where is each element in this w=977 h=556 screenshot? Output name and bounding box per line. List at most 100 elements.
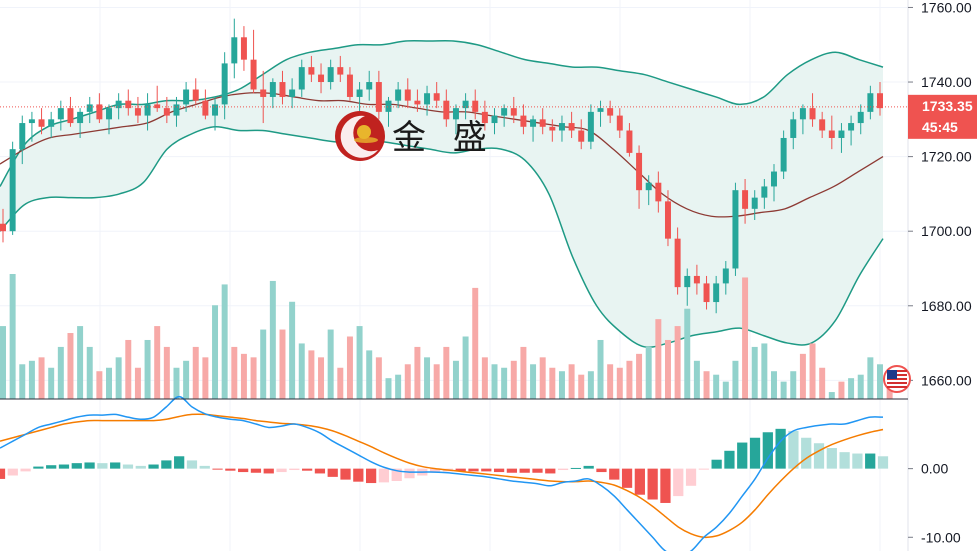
- candle: [212, 96, 219, 131]
- candle: [809, 93, 816, 127]
- candle: [558, 115, 565, 142]
- volume-bar: [655, 319, 662, 399]
- candle-body: [375, 82, 382, 112]
- candle: [221, 52, 228, 120]
- candle-body: [462, 100, 469, 109]
- candle: [106, 104, 112, 135]
- macd-histogram-bar: [468, 468, 479, 472]
- volume-bar: [558, 371, 565, 399]
- candle: [655, 171, 662, 213]
- candle: [848, 115, 855, 146]
- volume-bar: [799, 353, 806, 399]
- macd-histogram-bar: [455, 468, 466, 472]
- candle: [828, 115, 835, 150]
- volume-bar: [86, 346, 93, 399]
- macd-histogram-bar: [33, 466, 44, 469]
- candle-body: [77, 111, 84, 124]
- candle-body: [173, 104, 180, 116]
- candle-body: [626, 130, 633, 153]
- candle: [578, 119, 585, 150]
- candle: [395, 82, 402, 109]
- macd-histogram-bar: [340, 468, 351, 480]
- brand-logo-icon: [335, 111, 385, 161]
- candle-body: [163, 108, 170, 116]
- volume-bar: [48, 367, 55, 399]
- macd-histogram-bar: [250, 468, 262, 473]
- macd-tick-label: 0.00: [921, 461, 948, 477]
- candle: [404, 78, 411, 109]
- volume-bar: [664, 339, 671, 399]
- candle: [57, 100, 64, 131]
- volume-bar: [452, 360, 459, 399]
- candle-body: [134, 108, 141, 116]
- volume-bar: [395, 374, 402, 399]
- volume-bar: [433, 364, 440, 399]
- candle: [636, 145, 643, 209]
- candle-body: [433, 93, 440, 101]
- price-tick-label: 1700.00: [921, 223, 972, 239]
- candle-body: [366, 82, 373, 90]
- macd-histogram-bar: [20, 468, 31, 472]
- candle: [857, 104, 864, 135]
- macd-histogram-bar: [238, 468, 249, 473]
- candle-body: [308, 67, 315, 75]
- candle-body: [202, 100, 209, 116]
- candle: [115, 93, 122, 120]
- volume-bar: [549, 367, 556, 399]
- candle: [433, 82, 440, 109]
- candle-body: [67, 108, 74, 124]
- candle: [144, 93, 151, 131]
- volume-bar: [645, 346, 652, 399]
- price-tick-label: 1680.00: [921, 298, 972, 314]
- us-flag-icon[interactable]: [883, 365, 911, 393]
- candle: [838, 123, 845, 153]
- candle-body: [240, 37, 247, 60]
- candle-body: [86, 104, 93, 112]
- candle-body: [38, 119, 45, 127]
- price-axis[interactable]: 1760.00 1740.00 1720.00 1700.00 1680.00 1660.…: [908, 0, 972, 388]
- candle: [674, 227, 681, 295]
- candle-body: [587, 111, 594, 142]
- candle-body: [539, 119, 546, 127]
- volume-bar: [134, 367, 141, 399]
- macd-histogram-bar: [570, 467, 581, 469]
- candle: [125, 89, 132, 116]
- macd-histogram-bar: [685, 468, 697, 486]
- macd-histogram-bar: [865, 453, 876, 469]
- candle: [279, 70, 286, 105]
- candle-body: [298, 67, 305, 90]
- candle: [38, 108, 45, 135]
- volume-bar: [183, 360, 190, 399]
- volume-bar: [501, 367, 508, 399]
- band-fill: [0, 40, 883, 348]
- candle: [761, 178, 768, 209]
- candle: [173, 96, 180, 127]
- candle: [790, 111, 797, 150]
- macd-axis[interactable]: 0.00 -10.00: [908, 461, 961, 546]
- candle: [414, 89, 421, 112]
- volume-bar: [19, 364, 26, 399]
- candle-body: [221, 63, 228, 105]
- volume-bar: [761, 343, 768, 399]
- candle-body: [597, 108, 604, 112]
- macd-histogram-bar: [647, 468, 658, 500]
- brand-watermark: 金 盛: [335, 111, 487, 161]
- candle-body: [530, 119, 537, 127]
- volume-bar: [722, 381, 729, 399]
- macd-histogram-bar: [289, 468, 300, 471]
- price-tick-label: 1660.00: [921, 372, 972, 388]
- macd-histogram-bar: [839, 452, 850, 469]
- candle: [597, 100, 604, 127]
- volume-bar: [212, 305, 219, 399]
- candle-body: [819, 119, 826, 131]
- volume-bar: [742, 277, 749, 399]
- volume-bar: [0, 326, 6, 399]
- macd-histogram-bar: [365, 468, 377, 484]
- candle: [452, 104, 459, 135]
- candle: [0, 208, 6, 243]
- volume-bar: [125, 339, 132, 399]
- candle: [607, 100, 614, 124]
- volume-bar: [346, 336, 353, 399]
